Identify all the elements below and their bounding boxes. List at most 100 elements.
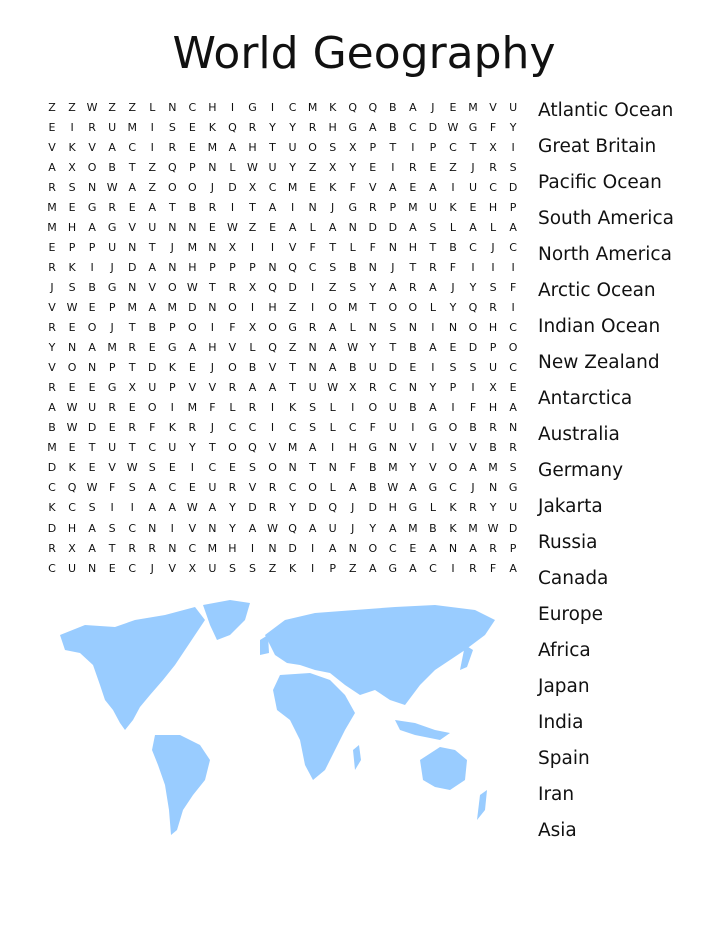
grid-letter: M <box>468 100 478 114</box>
grid-letter: Q <box>268 280 277 294</box>
grid-letter: R <box>509 441 517 455</box>
grid-letter: H <box>328 120 337 134</box>
grid-letter: F <box>109 481 116 495</box>
grid-letter: F <box>369 240 376 254</box>
grid-letter: I <box>270 240 275 254</box>
grid-letter: K <box>329 180 337 194</box>
grid-letter: Y <box>269 120 276 134</box>
grid-letter: I <box>150 120 154 134</box>
word-list-item: Australia <box>538 424 620 445</box>
grid-letter: V <box>48 140 56 154</box>
grid-letter: N <box>168 220 177 234</box>
grid-letter: A <box>328 321 337 335</box>
grid-letter: U <box>509 100 518 114</box>
word-list-item: Jakarta <box>538 496 603 517</box>
grid-letter: H <box>488 200 498 214</box>
grid-letter: V <box>48 361 56 375</box>
grid-letter: K <box>329 100 337 114</box>
grid-letter: N <box>288 461 297 475</box>
grid-letter: I <box>431 321 435 335</box>
grid-letter: C <box>248 421 257 435</box>
grid-letter: C <box>228 421 237 435</box>
grid-letter: J <box>110 321 114 335</box>
grid-letter: D <box>288 541 297 555</box>
grid-letter: T <box>209 280 216 294</box>
grid-letter: H <box>488 321 498 335</box>
grid-letter: D <box>368 220 378 234</box>
grid-letter: N <box>268 260 277 274</box>
grid-letter: T <box>108 541 116 555</box>
grid-letter: I <box>391 160 395 174</box>
grid-letter: R <box>368 200 377 214</box>
grid-letter: L <box>429 501 436 515</box>
grid-letter: B <box>429 521 437 535</box>
grid-letter: B <box>348 361 357 375</box>
grid-letter: I <box>311 300 315 314</box>
grid-letter: N <box>128 280 137 294</box>
grid-letter: P <box>88 240 96 254</box>
grid-letter: I <box>411 140 415 154</box>
grid-letter: J <box>331 200 335 214</box>
grid-letter: E <box>188 140 196 154</box>
grid-letter: E <box>108 421 116 435</box>
grid-letter: R <box>228 481 237 495</box>
word-list-item: Iran <box>538 784 575 805</box>
grid-letter: O <box>328 300 338 314</box>
grid-letter: C <box>168 481 177 495</box>
grid-letter: W <box>126 461 138 475</box>
grid-letter: N <box>168 100 177 114</box>
grid-letter: E <box>208 220 216 234</box>
grid-letter: G <box>107 220 117 234</box>
grid-letter: E <box>269 220 277 234</box>
grid-letter: T <box>309 461 316 475</box>
grid-letter: E <box>509 381 517 395</box>
grid-letter: M <box>187 240 198 254</box>
grid-letter: W <box>66 401 78 415</box>
grid-letter: E <box>228 461 236 475</box>
grid-letter: Q <box>468 300 478 314</box>
grid-letter: A <box>48 401 56 415</box>
grid-letter: T <box>249 200 256 214</box>
grid-letter: X <box>248 321 257 335</box>
grid-letter: Y <box>489 501 497 515</box>
grid-letter: E <box>88 461 96 475</box>
grid-letter: F <box>349 180 356 194</box>
grid-letter: J <box>431 100 435 114</box>
grid-letter: J <box>471 160 475 174</box>
grid-letter: A <box>369 120 377 134</box>
grid-letter: I <box>190 461 194 475</box>
grid-letter: J <box>351 501 355 515</box>
grid-letter: C <box>388 541 397 555</box>
grid-letter: B <box>389 120 397 134</box>
grid-letter: X <box>328 160 337 174</box>
grid-letter: B <box>369 461 377 475</box>
grid-letter: L <box>329 401 336 415</box>
grid-letter: R <box>409 280 417 294</box>
grid-letter: W <box>247 160 258 174</box>
grid-letter: B <box>108 160 116 174</box>
grid-letter: A <box>328 341 337 355</box>
grid-letter: C <box>188 541 197 555</box>
grid-letter: N <box>67 341 77 355</box>
grid-letter: O <box>67 361 77 375</box>
grid-letter: Q <box>288 260 297 274</box>
japan-shape <box>460 645 473 670</box>
grid-letter: Y <box>409 461 417 475</box>
grid-letter: Q <box>67 481 77 495</box>
grid-letter: R <box>429 260 437 274</box>
grid-letter: Y <box>48 341 56 355</box>
page-title: World Geography <box>172 28 556 79</box>
grid-letter: B <box>469 421 477 435</box>
grid-letter: T <box>168 200 176 214</box>
grid-letter: L <box>229 160 236 174</box>
grid-letter: L <box>329 481 336 495</box>
word-list-item: Pacific Ocean <box>538 172 662 193</box>
grid-letter: A <box>469 220 477 234</box>
grid-letter: U <box>288 140 297 154</box>
grid-letter: C <box>128 140 137 154</box>
grid-letter: A <box>128 180 136 194</box>
grid-letter: N <box>168 260 177 274</box>
grid-letter: K <box>288 401 297 415</box>
grid-letter: W <box>267 521 278 535</box>
grid-letter: Y <box>289 501 296 515</box>
